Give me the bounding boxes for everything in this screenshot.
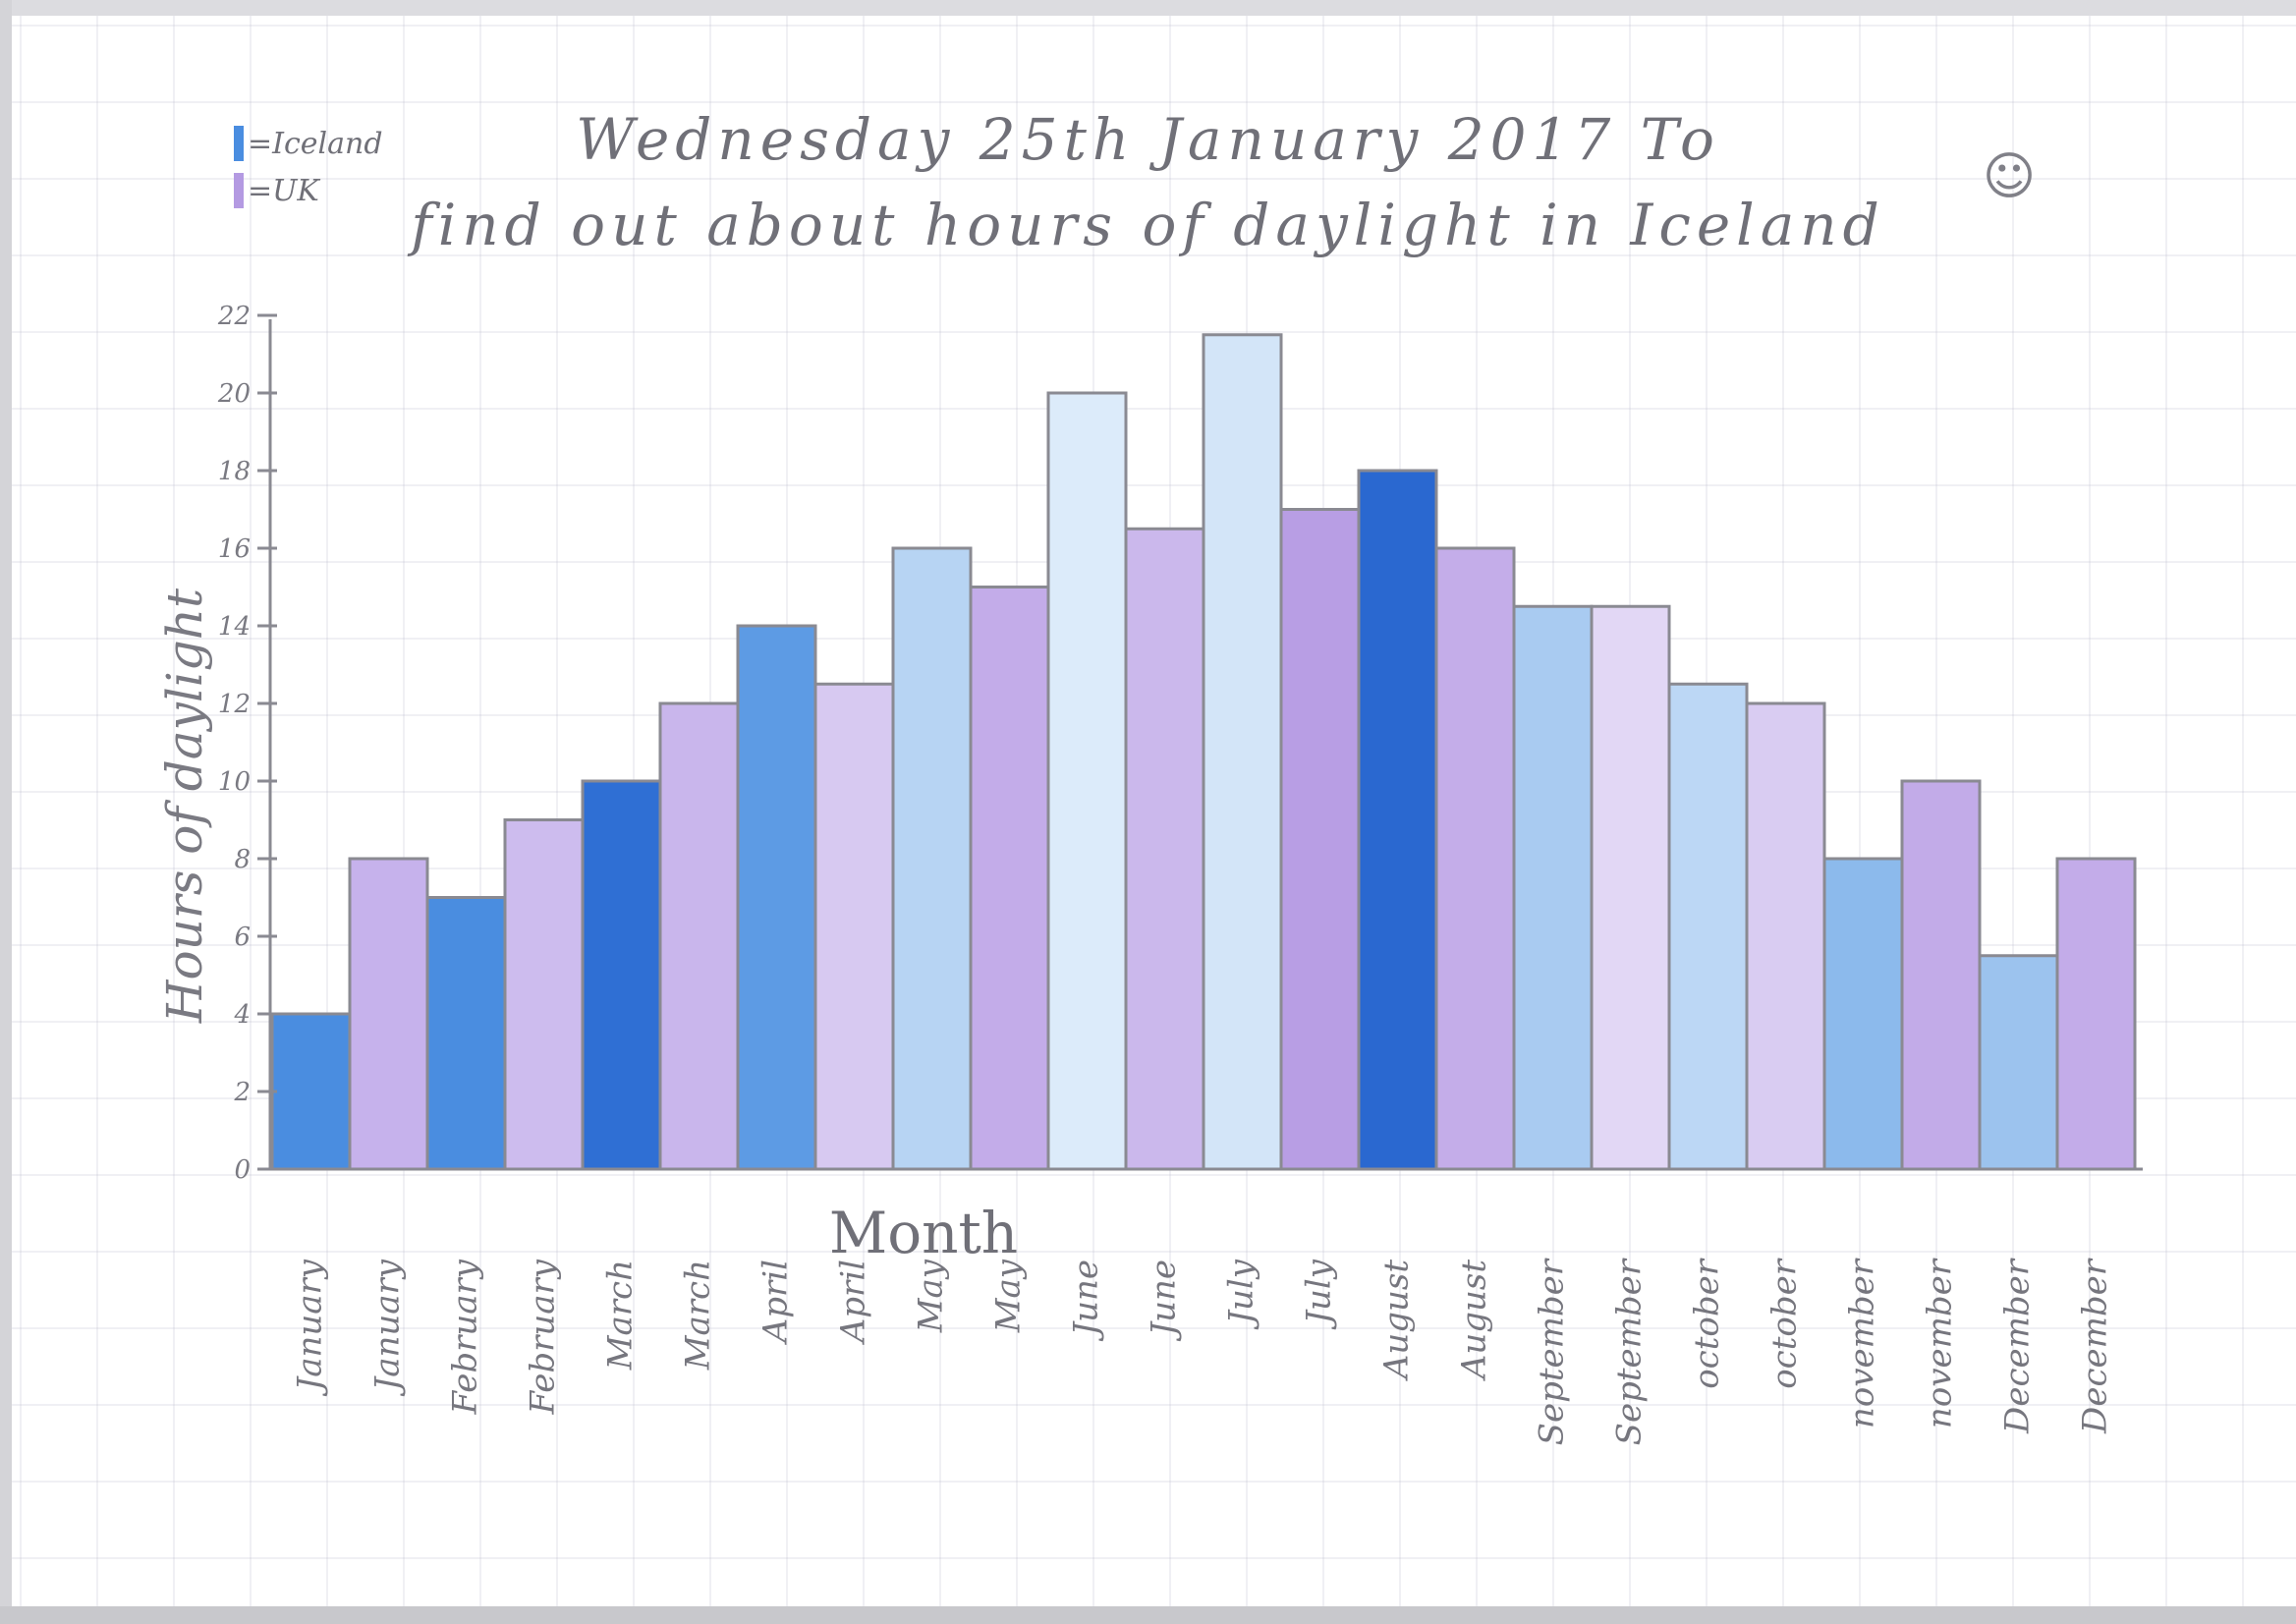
bar-iceland-april bbox=[736, 624, 817, 1171]
x-axis-label: Month bbox=[829, 1200, 1018, 1266]
x-tick-label: March bbox=[679, 1260, 718, 1371]
page-title-line1: Wednesday 25th January 2017 To bbox=[576, 106, 1720, 173]
x-tick-label: September bbox=[1610, 1258, 1650, 1445]
bar-iceland-february bbox=[425, 896, 507, 1171]
y-tick-label: 22 bbox=[217, 302, 251, 331]
bar-uk-may bbox=[969, 586, 1050, 1171]
bar-uk-april bbox=[813, 682, 895, 1171]
x-tick-label: February bbox=[524, 1259, 563, 1415]
x-tick-label: August bbox=[1455, 1260, 1494, 1382]
x-tick-label: May bbox=[989, 1259, 1029, 1333]
legend-label-uk: =UK bbox=[248, 173, 319, 208]
y-tick-label: 14 bbox=[218, 612, 251, 642]
x-tick-label: January bbox=[368, 1259, 408, 1396]
x-tick-label: December bbox=[2076, 1258, 2115, 1434]
legend-item-iceland: =Iceland bbox=[234, 120, 383, 167]
bar-uk-july bbox=[1279, 508, 1361, 1171]
x-tick-label: August bbox=[1377, 1260, 1417, 1382]
smiley-icon: ☺ bbox=[1982, 147, 2037, 206]
page-edge-bottom bbox=[0, 1606, 2296, 1624]
bar-uk-october bbox=[1745, 701, 1826, 1171]
bar-iceland-may bbox=[891, 546, 973, 1171]
x-tick-label: May bbox=[912, 1259, 951, 1333]
x-tick-label: november bbox=[1921, 1258, 1960, 1428]
y-tick-label: 16 bbox=[218, 534, 251, 564]
x-tick-label: January bbox=[291, 1259, 330, 1396]
page-title-line2: find out about hours of daylight in Icel… bbox=[411, 192, 1885, 258]
y-tick-label: 12 bbox=[218, 690, 251, 719]
y-tick-label: 8 bbox=[234, 845, 251, 874]
y-axis-label: Hours of daylight bbox=[156, 588, 213, 1024]
x-tick-label: July bbox=[1222, 1259, 1261, 1329]
bar-uk-february bbox=[503, 818, 585, 1171]
bar-iceland-september bbox=[1512, 604, 1594, 1171]
bar-iceland-november bbox=[1822, 857, 1904, 1171]
bar-iceland-july bbox=[1202, 333, 1283, 1171]
x-tick-label: november bbox=[1843, 1258, 1882, 1428]
bar-iceland-june bbox=[1046, 391, 1128, 1171]
bar-iceland-december bbox=[1978, 954, 2059, 1171]
x-tick-label: February bbox=[446, 1259, 485, 1415]
bar-iceland-january bbox=[270, 1012, 352, 1171]
x-tick-label: April bbox=[756, 1260, 796, 1345]
y-tick-label: 0 bbox=[234, 1155, 251, 1185]
x-tick-label: october bbox=[1765, 1258, 1805, 1389]
legend-item-uk: =UK bbox=[234, 167, 383, 214]
x-tick-label: April bbox=[834, 1260, 873, 1345]
x-tick-label: June bbox=[1067, 1260, 1106, 1342]
page-edge-top bbox=[0, 0, 2296, 16]
bar-iceland-august bbox=[1357, 469, 1438, 1171]
bar-uk-september bbox=[1590, 604, 1671, 1171]
x-tick-label: December bbox=[1998, 1258, 2038, 1434]
legend-label-iceland: =Iceland bbox=[248, 126, 383, 161]
x-tick-label: March bbox=[601, 1260, 641, 1371]
legend: =Iceland =UK bbox=[234, 120, 383, 214]
y-tick-label: 6 bbox=[234, 923, 251, 952]
legend-swatch-iceland bbox=[234, 126, 244, 161]
y-tick-label: 4 bbox=[233, 1000, 251, 1030]
page-edge-left bbox=[0, 0, 12, 1624]
y-tick-label: 20 bbox=[217, 379, 251, 409]
y-tick-label: 2 bbox=[233, 1078, 251, 1107]
x-tick-label: July bbox=[1300, 1259, 1339, 1329]
x-tick-label: September bbox=[1533, 1258, 1572, 1445]
bar-uk-june bbox=[1124, 527, 1205, 1171]
legend-swatch-uk bbox=[234, 173, 244, 208]
bar-iceland-october bbox=[1667, 682, 1749, 1171]
bar-uk-january bbox=[348, 857, 429, 1171]
y-tick-label: 18 bbox=[218, 457, 251, 486]
y-tick-label: 10 bbox=[218, 767, 251, 797]
bar-iceland-march bbox=[581, 779, 662, 1171]
x-tick-label: october bbox=[1688, 1258, 1727, 1389]
bar-uk-august bbox=[1434, 546, 1516, 1171]
bar-uk-march bbox=[658, 701, 740, 1171]
x-tick-label: June bbox=[1145, 1260, 1184, 1342]
bar-uk-december bbox=[2055, 857, 2137, 1171]
bar-uk-november bbox=[1900, 779, 1982, 1171]
